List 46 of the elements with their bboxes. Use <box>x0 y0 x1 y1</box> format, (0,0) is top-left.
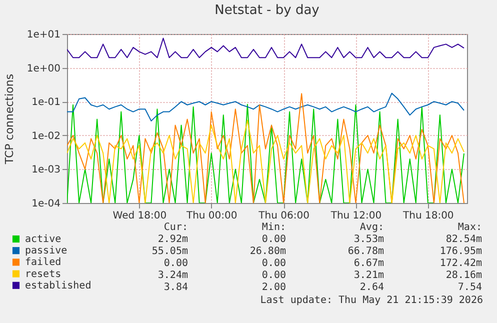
legend-label: failed <box>25 257 62 268</box>
x-tick-label: Thu 18:00 <box>402 210 454 222</box>
text: 2.64 <box>360 282 384 294</box>
y-tick-label: 1e-04 <box>32 198 60 210</box>
text: Last update: Thu May 21 21:15:39 2026 <box>260 295 483 307</box>
legend-label: established <box>25 280 92 292</box>
text: 66.78m <box>348 246 384 258</box>
text: 6.67m <box>354 258 384 270</box>
x-tick-label: Thu 12:00 <box>330 210 382 222</box>
y-tick-label: 1e-03 <box>32 164 60 176</box>
text: 0.00 <box>262 270 286 282</box>
text: 0.00 <box>164 258 188 270</box>
text: 26.80m <box>250 246 286 258</box>
text: 172.42m <box>440 258 482 270</box>
x-tick-label: Wed 18:00 <box>112 210 167 222</box>
text: 2.00 <box>262 282 286 294</box>
line-series <box>67 92 464 122</box>
text: 82.54m <box>446 234 482 246</box>
text: 28.16m <box>446 270 482 282</box>
legend-label: passive <box>25 246 68 257</box>
legend-label: resets <box>25 268 62 280</box>
text: 3.24m <box>158 270 188 282</box>
legend-label: active <box>25 234 62 245</box>
y-axis-title: TCP connections <box>2 74 16 166</box>
text: 3.84 <box>164 282 188 294</box>
chart-title: Netstat - by day <box>214 3 320 18</box>
text: 0.00 <box>262 234 286 246</box>
y-tick-label: 1e+00 <box>26 63 60 74</box>
text: Min: <box>262 222 286 234</box>
line-series <box>67 38 464 58</box>
text: 3.21m <box>354 270 384 282</box>
text: 0.00 <box>262 258 286 270</box>
x-tick-label: Thu 00:00 <box>185 210 238 222</box>
x-tick-label: Thu 06:00 <box>258 210 310 222</box>
line-series <box>67 120 464 203</box>
y-tick-label: 1e-01 <box>32 97 60 108</box>
text: 2.92m <box>158 234 188 246</box>
text: 55.05m <box>152 246 188 258</box>
text: 176.95m <box>440 246 482 258</box>
text: Cur: <box>164 222 188 234</box>
text: Avg: <box>360 222 384 234</box>
y-tick-label: 1e+01 <box>26 30 60 40</box>
text: 3.53m <box>354 234 384 246</box>
y-tick-label: 1e-02 <box>32 130 60 142</box>
text: 7.54 <box>458 282 482 294</box>
text: Max: <box>458 222 482 234</box>
